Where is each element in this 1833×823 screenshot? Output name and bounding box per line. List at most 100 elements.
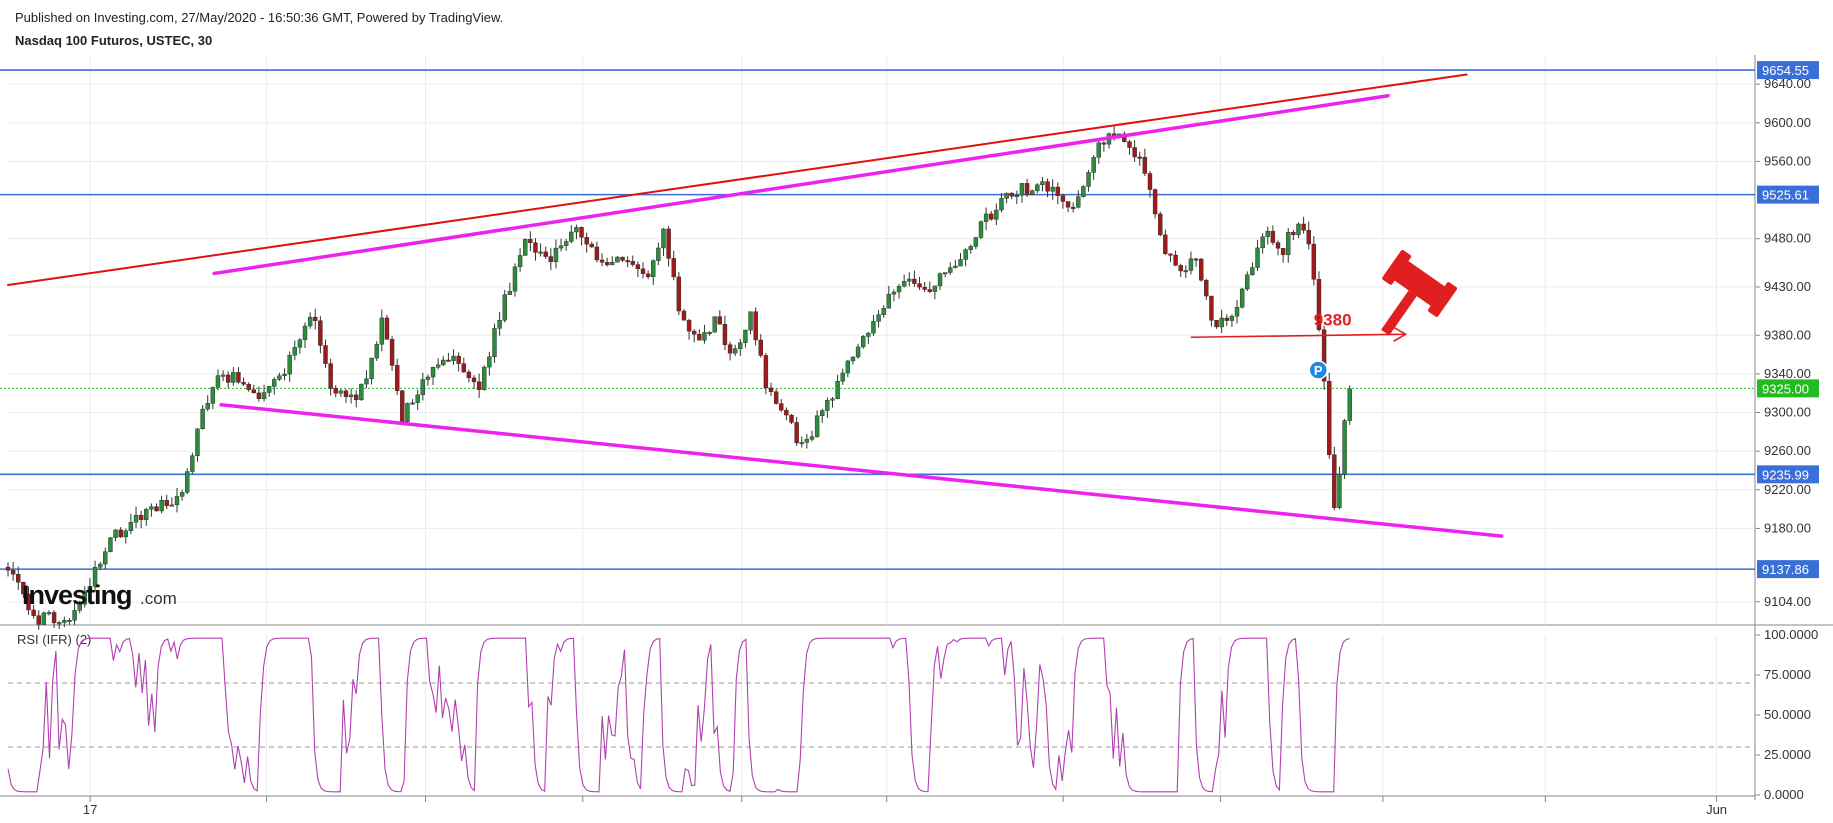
candle-body	[389, 339, 395, 366]
candle-body	[1275, 242, 1281, 249]
candle-body	[451, 355, 456, 361]
candle-body	[72, 610, 77, 621]
candle-body	[92, 567, 98, 587]
candle-body	[645, 273, 651, 278]
candle-body	[354, 394, 359, 401]
candle-body	[1229, 315, 1235, 321]
rsi-tick-label: 50.0000	[1764, 707, 1811, 722]
pivot-marker-label: P	[1314, 363, 1323, 378]
candle-body	[195, 428, 200, 456]
candle-body	[1255, 247, 1260, 268]
candle-body	[185, 471, 190, 493]
candle-body	[476, 381, 482, 390]
candle-body	[31, 609, 36, 616]
candle-body	[927, 289, 932, 292]
candle-body	[379, 317, 385, 345]
candle-body	[850, 356, 856, 362]
candle-body	[732, 348, 738, 354]
candle-body	[1152, 189, 1158, 215]
price-tick-label: 9260.00	[1764, 443, 1811, 458]
rsi-tick-label: 0.0000	[1764, 787, 1804, 802]
price-tick-label: 9480.00	[1764, 231, 1811, 246]
candle-body	[630, 261, 635, 265]
candle-body	[620, 256, 625, 261]
candle-body	[466, 371, 472, 379]
candle-body	[338, 390, 344, 394]
candle-body	[1306, 230, 1311, 245]
candle-body	[205, 403, 210, 410]
price-tick-label: 9300.00	[1764, 405, 1811, 420]
candle-body	[610, 262, 615, 266]
price-tick-label: 9380.00	[1764, 327, 1811, 342]
candle-body	[1035, 184, 1040, 191]
candle-body	[1286, 232, 1291, 255]
candle-body	[323, 345, 328, 364]
candle-body	[430, 367, 436, 378]
candle-body	[256, 392, 262, 399]
candle-body	[671, 258, 676, 278]
logo-suffix: .com	[140, 589, 177, 608]
candle-body	[82, 591, 88, 605]
candle-body	[1050, 186, 1055, 192]
candle-body	[10, 570, 16, 575]
candle-body	[1219, 317, 1224, 328]
candle-body	[410, 402, 415, 405]
candle-body	[702, 332, 707, 341]
candle-body	[200, 408, 205, 430]
candle-body	[482, 366, 487, 390]
candle-body	[891, 291, 897, 295]
candle-body	[133, 514, 139, 523]
candle-body	[548, 256, 554, 262]
candle-body	[1040, 181, 1045, 185]
channel-trendline	[219, 403, 1504, 538]
rsi-pane: RSI (IFR) (2)	[7, 632, 1755, 793]
price-level-label: 9525.61	[1762, 188, 1809, 203]
candle-body	[958, 259, 963, 267]
candle-body	[36, 615, 41, 625]
candle-body	[594, 246, 600, 261]
candle-body	[799, 442, 804, 445]
candle-body	[1137, 156, 1142, 159]
candle-body	[1234, 307, 1240, 317]
candle-body	[1065, 201, 1071, 208]
candle-body	[1347, 388, 1352, 421]
candle-body	[266, 386, 272, 393]
candle-body	[26, 593, 31, 611]
candle-body	[942, 272, 948, 275]
candle-body	[405, 403, 410, 422]
candle-body	[118, 529, 123, 538]
candle-body	[1045, 181, 1050, 192]
candle-body	[1342, 420, 1347, 475]
candle-body	[1029, 190, 1035, 195]
candle-body	[901, 281, 907, 287]
candle-body	[661, 228, 666, 249]
candle-body	[502, 294, 507, 321]
candle-body	[369, 357, 374, 379]
candle-body	[246, 384, 251, 390]
candle-body	[231, 372, 236, 383]
candle-body	[220, 374, 226, 377]
candle-body	[763, 355, 769, 389]
candle-body	[113, 529, 118, 538]
candle-body	[896, 285, 902, 293]
candle-body	[123, 530, 128, 538]
price-level-label: 9235.99	[1762, 467, 1809, 482]
candle-body	[359, 383, 364, 401]
candle-body	[814, 415, 820, 437]
candle-body	[692, 330, 697, 335]
candle-body	[364, 378, 369, 385]
candle-body	[46, 612, 52, 615]
candle-body	[758, 339, 763, 356]
gavel-handle	[1381, 290, 1417, 336]
price-tick-label: 9220.00	[1764, 482, 1811, 497]
candle-body	[1091, 157, 1096, 173]
current-price-tag	[1757, 379, 1819, 398]
candle-body	[441, 359, 446, 366]
candle-body	[707, 332, 712, 334]
candle-body	[471, 377, 477, 383]
candle-body	[512, 266, 518, 292]
candle-body	[871, 321, 876, 334]
candle-body	[579, 227, 584, 238]
candle-body	[62, 620, 67, 623]
